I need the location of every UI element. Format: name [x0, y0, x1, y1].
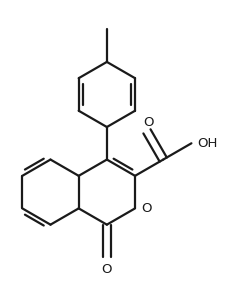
- Text: O: O: [142, 116, 153, 129]
- Text: O: O: [101, 263, 112, 276]
- Text: OH: OH: [196, 137, 216, 150]
- Text: O: O: [140, 202, 151, 215]
